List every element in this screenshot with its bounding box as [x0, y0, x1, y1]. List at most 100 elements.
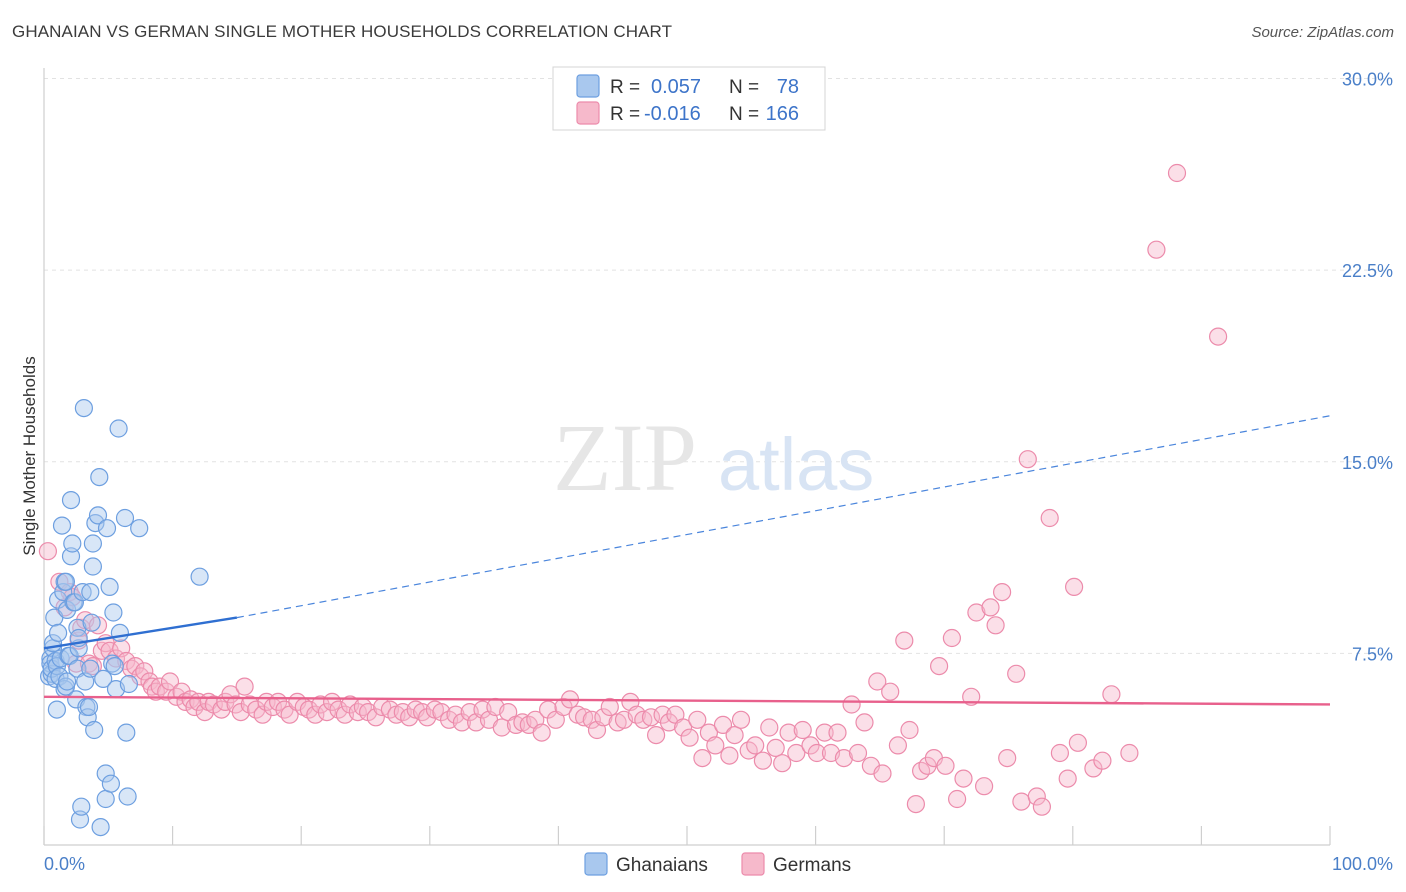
germans-point — [306, 705, 325, 724]
y-tick-label: 22.5% — [1342, 261, 1393, 281]
chart-title: GHANAIAN VS GERMAN SINGLE MOTHER HOUSEHO… — [12, 22, 673, 41]
germans-point — [773, 754, 792, 773]
germans-point — [1120, 743, 1139, 763]
ghanaians-point — [90, 468, 109, 487]
germans-point — [1167, 163, 1187, 183]
ghanaians-point — [91, 817, 110, 837]
series-legend: Ghanaians Germans — [584, 852, 851, 876]
ghanaians-point — [119, 674, 138, 694]
germans-point — [1147, 240, 1166, 259]
ghanaians-point — [110, 623, 130, 643]
germans-point — [680, 728, 699, 747]
bottom-legend-label-ghanaians: Ghanaians — [616, 855, 708, 876]
x-tick-label-min: 0.0% — [44, 854, 85, 874]
ghanaians-point — [47, 700, 67, 719]
ghanaians-point — [48, 623, 68, 643]
germans-point — [746, 736, 765, 755]
germans-point — [554, 697, 573, 717]
germans-point — [1027, 787, 1046, 806]
ghanaians-point — [63, 534, 82, 553]
legend-n-label-2: N = — [729, 104, 759, 125]
ghanaians-point — [104, 603, 123, 622]
watermark-zip: ZIP — [553, 404, 697, 511]
germans-point — [942, 628, 962, 648]
germans-point — [538, 700, 558, 719]
ghanaians-point — [57, 600, 77, 620]
germans-point — [1007, 664, 1026, 683]
ghanaians-point — [52, 516, 72, 535]
germans-trend-line — [43, 695, 1331, 706]
germans-point — [962, 687, 981, 706]
legend-r-label-2: R = — [610, 104, 640, 125]
ghanaians-point — [115, 508, 135, 528]
germans-point — [641, 708, 661, 727]
germans-point — [954, 769, 973, 788]
ghanaians-point — [118, 787, 137, 806]
germans-point — [753, 751, 773, 770]
germans-point — [348, 702, 367, 722]
germans-point — [693, 748, 712, 768]
germans-point — [842, 695, 861, 714]
ghanaians-point — [81, 582, 100, 602]
germans-point — [1208, 327, 1228, 346]
germans-point — [967, 603, 986, 622]
germans-point — [1050, 743, 1070, 763]
germans-point — [135, 662, 154, 681]
ghanaians-point — [65, 593, 85, 612]
ghanaians-point — [109, 419, 128, 438]
germans-point — [713, 715, 733, 735]
germans-point — [834, 748, 854, 768]
germans-point — [1040, 508, 1059, 528]
germans-point — [947, 789, 967, 809]
ghanaians-point — [56, 572, 76, 591]
germans-point — [140, 672, 159, 691]
germans-point — [83, 656, 103, 676]
germans-point — [582, 710, 601, 729]
germans-point — [974, 777, 994, 796]
legend-n-label-1: N = — [729, 77, 759, 98]
germans-point — [1064, 577, 1084, 597]
ghanaians-point — [82, 613, 101, 632]
germans-point — [731, 710, 751, 729]
bottom-legend-swatch-germans — [741, 852, 765, 876]
ghanaians-point — [85, 720, 104, 740]
ghanaians-point — [73, 582, 92, 602]
legend-swatch-germans — [576, 101, 600, 125]
ghanaians-point — [74, 399, 94, 418]
legend-r-value-1: 0.057 — [651, 76, 701, 98]
germans-point — [906, 794, 926, 814]
y-tick-label: 15.0% — [1342, 453, 1393, 473]
germans-point — [311, 695, 330, 714]
germans-point — [888, 736, 908, 755]
x-tick-label-max: 100.0% — [1332, 854, 1393, 874]
ghanaians-point — [96, 764, 115, 783]
x-ticks — [43, 826, 1331, 845]
germans-point — [986, 616, 1005, 635]
watermark-atlas: atlas — [718, 423, 874, 506]
germans-point — [992, 582, 1012, 602]
germans-point — [766, 738, 785, 758]
ghanaians-point — [94, 669, 113, 689]
y-tick-labels: 7.5% 15.0% 22.5% 30.0% — [1342, 70, 1393, 665]
gridlines — [44, 78, 1393, 654]
legend-swatch-ghanaians — [576, 74, 600, 98]
germans-point — [688, 710, 707, 729]
germans-point — [160, 672, 180, 691]
germans-point — [998, 748, 1017, 768]
legend-n-value-1: 78 — [777, 76, 799, 98]
germans-point — [1032, 797, 1052, 816]
ghanaians-point — [61, 491, 81, 510]
ghanaians-point — [81, 659, 100, 678]
germans-point — [1012, 792, 1031, 811]
germans-point — [793, 720, 812, 740]
germans-point — [1058, 769, 1077, 788]
watermark: ZIP atlas — [553, 404, 874, 511]
germans-point — [235, 677, 254, 696]
germans-point — [801, 736, 820, 755]
germans-point — [855, 713, 874, 732]
ghanaians-point — [117, 723, 136, 742]
legend-r-value-2: -0.016 — [644, 103, 701, 125]
germans-point — [720, 746, 739, 765]
germans-point — [900, 720, 919, 740]
legend-n-value-2: 166 — [766, 103, 799, 125]
